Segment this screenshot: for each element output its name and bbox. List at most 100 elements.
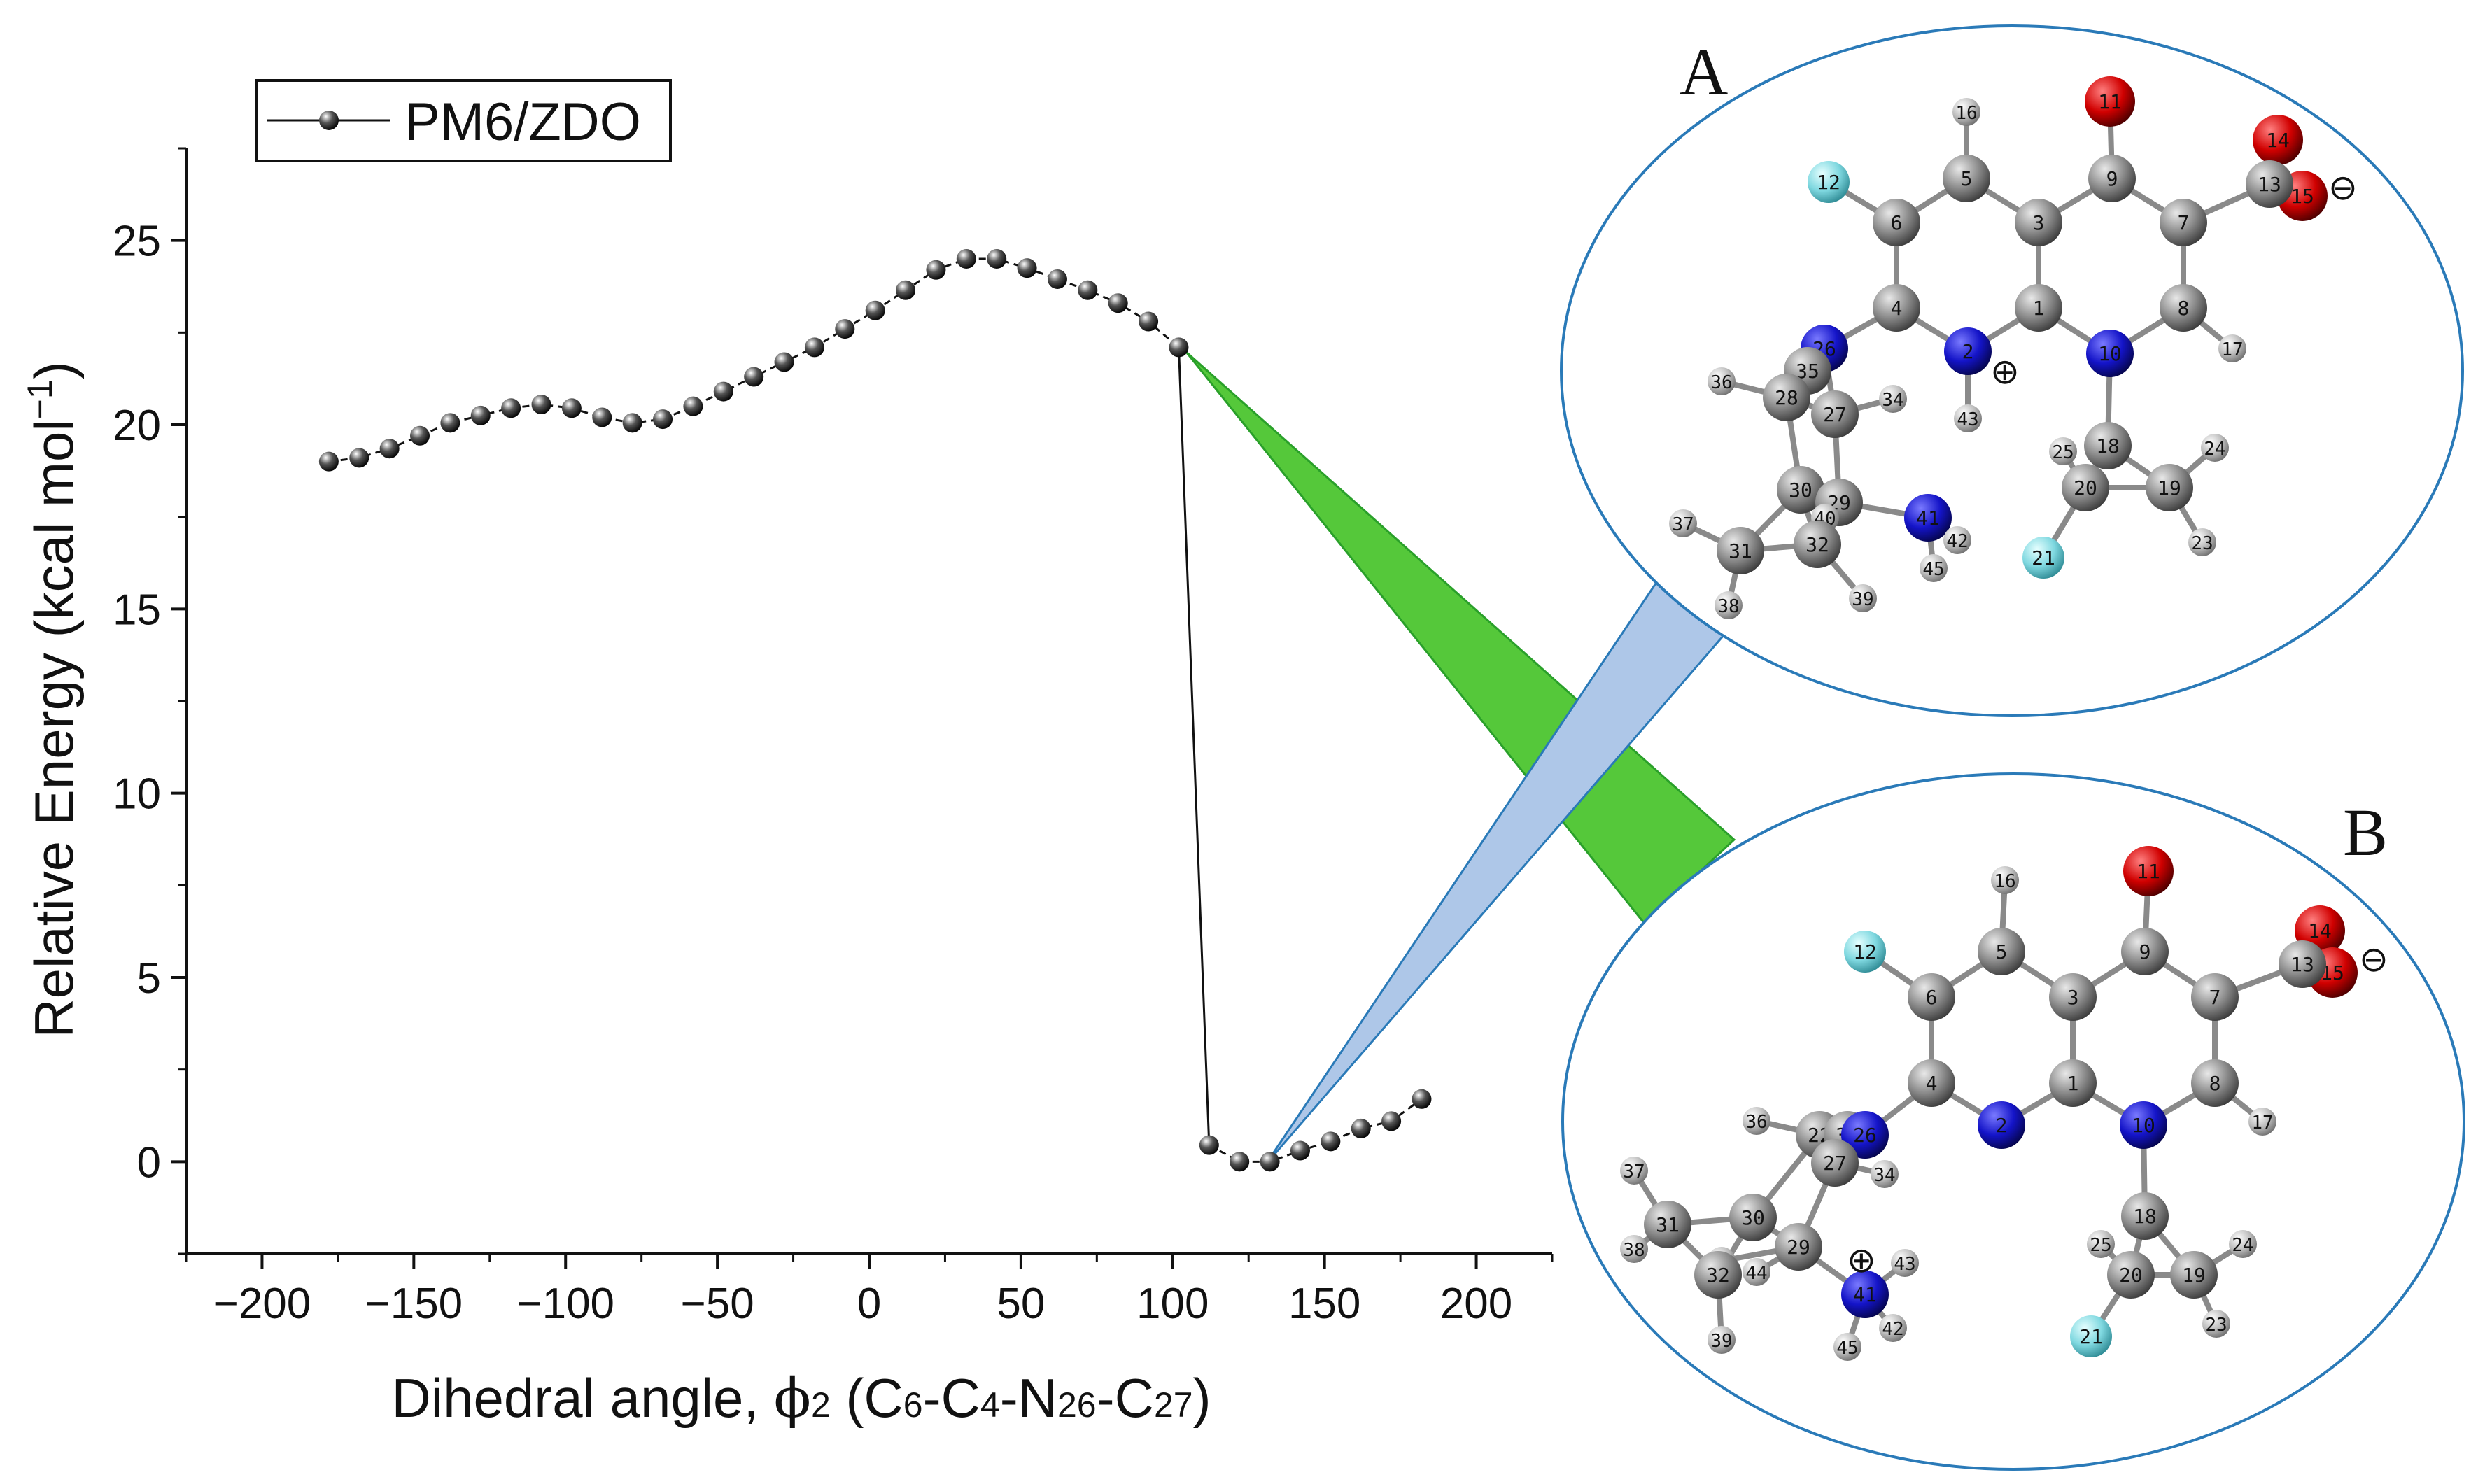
- atom-number-label: 45: [1836, 1338, 1858, 1359]
- hydrogen-atom: 25: [2049, 437, 2077, 465]
- atom-number-label: 20: [2074, 476, 2097, 500]
- atom-number-label: 6: [1926, 986, 1938, 1009]
- atom-number-label: 17: [2221, 339, 2243, 360]
- nitrogen-atom: 10: [2120, 1101, 2167, 1149]
- data-point: [1260, 1152, 1280, 1172]
- hydrogen-atom: 38: [1620, 1235, 1648, 1263]
- carbon-atom-sphere: [1908, 973, 1955, 1021]
- carbon-atom: 30: [1729, 1194, 1777, 1241]
- y-tick-label: 5: [137, 954, 161, 1003]
- carbon-atom-sphere: [1873, 199, 1920, 246]
- data-point: [1047, 269, 1067, 289]
- series-layer: [318, 249, 1432, 1172]
- oxygen-atom-sphere: [2253, 115, 2303, 165]
- legend-marker: [319, 111, 339, 130]
- carbon-atom: 8: [2191, 1059, 2239, 1107]
- data-point: [1290, 1140, 1310, 1161]
- atom-number-label: 9: [2106, 167, 2118, 190]
- atom-number-label: 36: [1710, 372, 1732, 393]
- atom-number-label: 32: [1706, 1264, 1730, 1287]
- atom-number-label: 3: [2067, 986, 2079, 1009]
- hydrogen-atom: 45: [1833, 1333, 1861, 1361]
- carbon-atom: 29: [1775, 1223, 1822, 1271]
- data-point: [349, 448, 369, 468]
- data-point: [926, 260, 946, 280]
- atom-number-label: 1: [2067, 1072, 2079, 1095]
- data-point: [410, 425, 430, 446]
- hydrogen-atom: 43: [1954, 404, 1982, 432]
- fluorine-atom-sphere: [1808, 161, 1850, 203]
- atom-number-label: 27: [1823, 1152, 1847, 1175]
- carbon-atom-sphere: [2170, 1251, 2218, 1299]
- hydrogen-atom-sphere: [2202, 1310, 2230, 1338]
- nitrogen-atom-sphere: [1978, 1101, 2025, 1149]
- carbon-atom-sphere: [2121, 1192, 2169, 1240]
- fluorine-atom: 21: [2022, 537, 2064, 579]
- atom-number-label: 19: [2182, 1264, 2206, 1287]
- data-point: [987, 249, 1007, 269]
- atom-number-label: 13: [2258, 173, 2281, 196]
- atom-number-label: 6: [1891, 211, 1903, 234]
- carbon-atom: 31: [1644, 1201, 1691, 1248]
- molecule-b-atoms: 1611141512591363742110817362235262734182…: [1620, 846, 2358, 1361]
- inset-b-plus-charge: ⊕: [1847, 1241, 1876, 1280]
- inset-a-label: A: [1680, 34, 1728, 109]
- nitrogen-atom-sphere: [2120, 1101, 2167, 1149]
- hydrogen-atom-sphere: [2087, 1230, 2115, 1258]
- hydrogen-atom: 44: [1743, 1258, 1770, 1286]
- hydrogen-atom: 42: [1943, 526, 1971, 554]
- carbon-atom: 13: [2279, 940, 2326, 988]
- carbon-atom: 3: [2015, 199, 2062, 246]
- atom-number-label: 28: [1775, 386, 1798, 409]
- nitrogen-atom-sphere: [1841, 1111, 1889, 1159]
- atom-number-label: 18: [2133, 1205, 2157, 1228]
- hydrogen-atom-sphere: [1954, 404, 1982, 432]
- atom-number-label: 44: [1745, 1263, 1767, 1284]
- x-tick-label: −150: [365, 1280, 463, 1328]
- atom-number-label: 25: [2090, 1235, 2111, 1256]
- data-point: [865, 300, 885, 320]
- oxygen-atom: 14: [2253, 115, 2303, 165]
- hydrogen-atom-sphere: [1743, 1258, 1770, 1286]
- carbon-atom: 1: [2015, 284, 2062, 332]
- nitrogen-atom: 2: [1978, 1101, 2025, 1149]
- carbon-atom-sphere: [2015, 284, 2062, 332]
- carbon-atom-sphere: [1811, 1139, 1859, 1187]
- carbon-atom: 13: [2246, 160, 2293, 208]
- atom-number-label: 34: [1873, 1165, 1895, 1186]
- hydrogen-atom-sphere: [1833, 1333, 1861, 1361]
- inset-b-label: B: [2343, 795, 2388, 870]
- hydrogen-atom: 45: [1920, 554, 1948, 582]
- nitrogen-atom: 10: [2086, 330, 2134, 377]
- nitrogen-atom-sphere: [1944, 327, 1992, 375]
- atom-number-label: 10: [2098, 342, 2122, 365]
- data-point: [1230, 1152, 1250, 1172]
- data-point: [592, 407, 612, 427]
- atom-number-label: 38: [1623, 1240, 1645, 1261]
- data-point: [318, 451, 339, 472]
- atom-number-label: 26: [1853, 1124, 1877, 1147]
- hydrogen-atom-sphere: [1952, 98, 1980, 126]
- carbon-atom: 3: [2049, 973, 2097, 1021]
- hydrogen-atom-sphere: [1991, 866, 2019, 894]
- hydrogen-atom-sphere: [1669, 509, 1697, 537]
- data-point: [1078, 280, 1098, 300]
- nitrogen-atom: 26: [1841, 1111, 1889, 1159]
- atom-number-label: 5: [1996, 940, 2008, 963]
- atom-number-label: 8: [2178, 297, 2190, 320]
- hydrogen-atom-sphere: [1708, 1326, 1736, 1354]
- data-point: [470, 405, 491, 425]
- oxygen-atom: 11: [2123, 846, 2174, 896]
- atom-number-label: 37: [1623, 1161, 1645, 1182]
- data-point: [713, 381, 733, 402]
- carbon-atom: 9: [2121, 928, 2169, 975]
- atom-number-label: 38: [1717, 596, 1739, 617]
- data-point: [1351, 1118, 1371, 1138]
- x-tick-label: −200: [213, 1280, 311, 1328]
- atom-number-label: 27: [1823, 403, 1847, 426]
- hydrogen-atom: 23: [2188, 528, 2216, 556]
- hydrogen-atom-sphere: [2218, 334, 2246, 362]
- atom-number-label: 24: [2204, 439, 2225, 460]
- hydrogen-atom-sphere: [2049, 437, 2077, 465]
